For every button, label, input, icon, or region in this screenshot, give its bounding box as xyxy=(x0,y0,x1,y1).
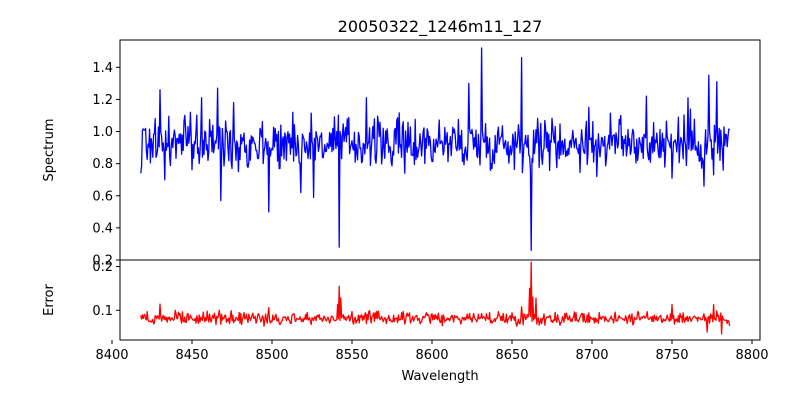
spectrum-ytick-label: 0.8 xyxy=(92,157,113,172)
error-panel: 0.1 0.2 Error xyxy=(42,259,761,341)
error-line xyxy=(140,261,731,335)
xtick-label: 8750 xyxy=(655,348,688,363)
x-ticks: 8400 8450 8500 8550 8600 8650 8700 8750 8800 xyxy=(95,340,769,363)
xtick-label: 8600 xyxy=(415,348,448,363)
xtick-label: 8500 xyxy=(255,348,288,363)
spectrum-ytick-label: 0.6 xyxy=(92,189,113,204)
x-axis-label: Wavelength xyxy=(401,369,478,384)
xtick-label: 8450 xyxy=(175,348,208,363)
xtick-label: 8700 xyxy=(575,348,608,363)
spectrum-ytick-label: 1.0 xyxy=(92,125,113,140)
error-ytick-label: 0.2 xyxy=(92,260,113,275)
error-ylabel: Error xyxy=(42,284,57,316)
spectrum-ytick-label: 1.2 xyxy=(92,93,113,108)
error-ytick-label: 0.1 xyxy=(92,304,113,319)
error-axes-frame xyxy=(119,259,761,341)
xtick-label: 8550 xyxy=(335,348,368,363)
xtick-label: 8400 xyxy=(95,348,128,363)
spectrum-line xyxy=(140,47,731,252)
xtick-label: 8800 xyxy=(735,348,768,363)
spectrum-ytick-label: 0.4 xyxy=(92,221,113,236)
spectrum-y-ticks: 0.2 0.4 0.6 0.8 1.0 1.2 1.4 xyxy=(92,61,120,269)
error-y-ticks: 0.1 0.2 xyxy=(92,260,120,319)
chart-title: 20050322_1246m11_127 xyxy=(338,17,543,37)
spectrum-panel: 0.2 0.4 0.6 0.8 1.0 1.2 1.4 Spectrum xyxy=(42,39,761,269)
spectrum-ylabel: Spectrum xyxy=(42,119,57,182)
spectrum-ytick-label: 0.2 xyxy=(92,254,113,269)
spectrum-ytick-label: 1.4 xyxy=(92,61,113,76)
xtick-label: 8650 xyxy=(495,348,528,363)
